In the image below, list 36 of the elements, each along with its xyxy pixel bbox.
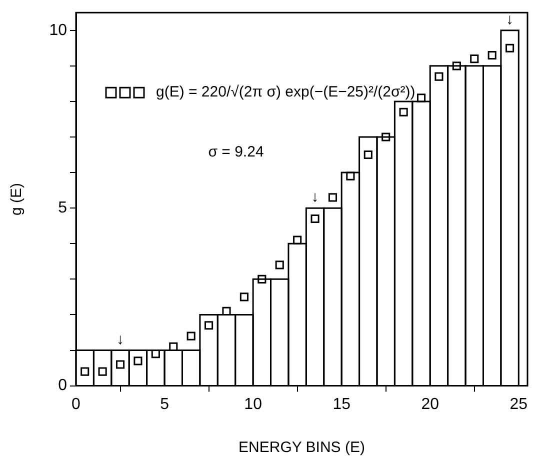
- x-tick-label: 20: [421, 396, 440, 413]
- legend-label: g(E) = 220/√(2π σ) exp(−(E−25)²/(2σ²)): [156, 84, 416, 101]
- x-tick-label: 0: [72, 396, 81, 413]
- point: [186, 332, 196, 340]
- point: [470, 54, 479, 64]
- point: [364, 150, 372, 160]
- annotation: ↓: [506, 11, 514, 28]
- point: [382, 132, 390, 142]
- x-tick-label: 5: [160, 396, 170, 413]
- point: [258, 274, 266, 284]
- y-tick-label: 5: [58, 199, 68, 216]
- annotation: ↓: [311, 188, 319, 206]
- point: [506, 44, 514, 52]
- point: [293, 236, 302, 244]
- x-tick-label: 15: [332, 396, 351, 413]
- point: [134, 356, 142, 366]
- y-tick-label: 10: [49, 22, 68, 39]
- point: [416, 94, 426, 102]
- y-axis-title: g (E): [8, 182, 26, 216]
- point: [275, 260, 284, 270]
- point: [452, 62, 461, 70]
- annotation: σ = 9.24: [208, 144, 264, 161]
- x-tick-label: 10: [244, 396, 262, 413]
- point: [204, 321, 214, 330]
- point: [399, 108, 408, 116]
- point: [434, 72, 444, 81]
- x-axis-title: ENERGY BINS (E): [238, 439, 365, 456]
- point: [240, 292, 248, 302]
- point: [310, 214, 320, 224]
- x-tick-label: 25: [510, 396, 528, 413]
- point: [80, 367, 90, 376]
- point: [346, 172, 355, 180]
- y-tick-label: 0: [58, 377, 68, 394]
- annotation: ↓: [116, 330, 124, 348]
- point: [488, 50, 496, 60]
- point: [328, 193, 338, 202]
